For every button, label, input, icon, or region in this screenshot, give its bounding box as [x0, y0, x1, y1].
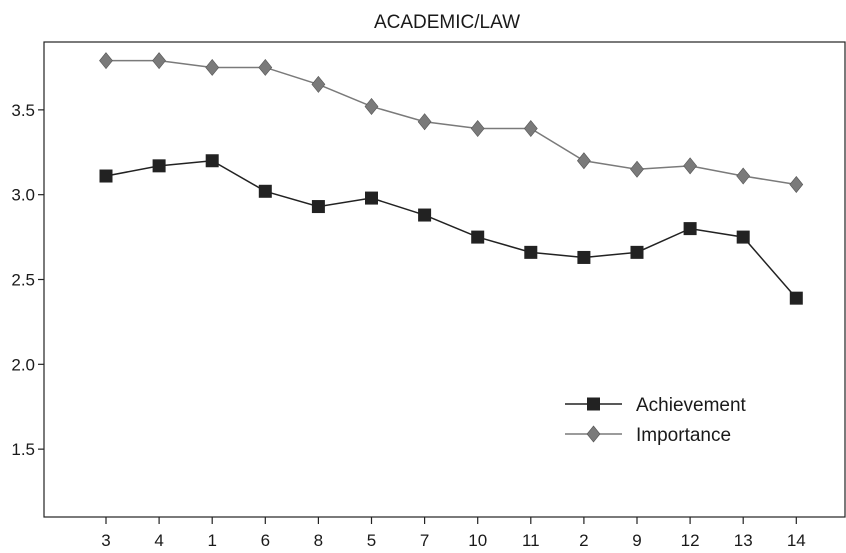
- x-tick-label: 14: [787, 531, 806, 550]
- x-tick-label: 13: [734, 531, 753, 550]
- achievement-line: [105, 159, 797, 299]
- legend-marker: [586, 425, 601, 443]
- y-tick-label: 2.5: [11, 271, 35, 290]
- achievement-point: [418, 208, 432, 222]
- achievement-point: [311, 200, 325, 214]
- x-tick-label: 11: [522, 531, 540, 550]
- importance-point: [789, 176, 804, 193]
- chart-title: ACADEMIC/LAW: [374, 12, 520, 33]
- y-tick-label: 3.0: [11, 186, 35, 205]
- x-tick-label: 9: [632, 531, 641, 550]
- achievement-point: [99, 169, 113, 183]
- importance-point: [364, 97, 379, 115]
- series-achievement: [99, 154, 803, 305]
- y-axis: 1.5 2.0 2.5 3.0 3.5: [11, 101, 44, 459]
- importance-point: [152, 52, 166, 70]
- achievement-point: [577, 250, 591, 264]
- x-tick-label: 8: [314, 531, 323, 550]
- achievement-point: [152, 159, 166, 173]
- x-tick-label: 5: [367, 531, 376, 550]
- x-tick-label: 4: [154, 531, 163, 550]
- achievement-point: [205, 154, 219, 168]
- x-axis: 3 4 1 6 8 5 7 10 11 2 9 12 13 14: [101, 517, 806, 550]
- importance-point: [523, 120, 538, 137]
- legend-marker: [587, 397, 600, 411]
- importance-point: [258, 58, 273, 76]
- y-tick-label: 1.5: [11, 440, 35, 459]
- importance-point: [630, 160, 644, 178]
- achievement-point: [736, 230, 750, 244]
- importance-line: [106, 59, 797, 186]
- achievement-point: [258, 184, 272, 198]
- legend-item-importance: Importance: [565, 425, 731, 446]
- importance-point: [205, 58, 220, 76]
- importance-point: [311, 75, 326, 93]
- x-tick-label: 1: [207, 531, 216, 550]
- importance-point: [683, 157, 697, 175]
- achievement-point: [365, 191, 378, 205]
- achievement-point: [524, 245, 538, 259]
- importance-point: [417, 113, 432, 131]
- legend-label: Importance: [636, 425, 731, 446]
- legend-label: Achievement: [636, 395, 747, 416]
- achievement-point: [789, 291, 803, 305]
- achievement-point: [683, 222, 697, 236]
- importance-point: [577, 152, 591, 170]
- x-tick-label: 6: [261, 531, 270, 550]
- x-tick-label: 7: [420, 531, 429, 550]
- series-importance: [99, 52, 804, 193]
- y-tick-label: 2.0: [11, 355, 35, 374]
- importance-point: [470, 120, 485, 137]
- series-layer: [99, 52, 804, 305]
- x-tick-label: 3: [101, 531, 110, 550]
- importance-point: [736, 167, 751, 185]
- achievement-point: [471, 230, 485, 244]
- legend: Achievement Importance: [565, 395, 747, 446]
- x-tick-label: 12: [681, 531, 700, 550]
- y-tick-label: 3.5: [11, 101, 35, 120]
- x-tick-label: 2: [579, 531, 588, 550]
- achievement-point: [630, 245, 644, 259]
- legend-item-achievement: Achievement: [565, 395, 747, 416]
- x-tick-label: 10: [468, 531, 487, 550]
- importance-point: [99, 52, 113, 70]
